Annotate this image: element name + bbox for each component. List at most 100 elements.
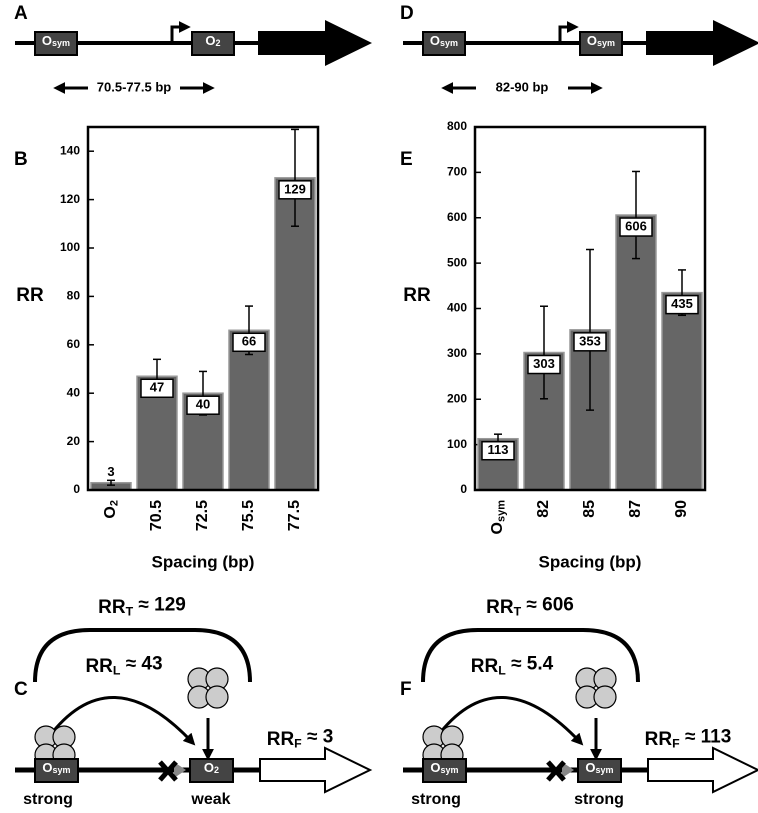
gene-arrow — [646, 20, 758, 66]
rr-label: RRL ≈ 43 — [85, 654, 162, 678]
rr-value: ≈ 43 — [120, 654, 162, 675]
promoter-arrow — [558, 21, 579, 43]
rr-sub: F — [294, 737, 302, 751]
strength-label: strong — [574, 791, 624, 808]
rr-label: RRT ≈ 129 — [98, 595, 186, 619]
rr-sub: F — [672, 737, 680, 751]
spacing-label: 82-90 bp — [496, 79, 549, 94]
x-tick-label: 75.5 — [240, 500, 257, 531]
rr-label: RRF ≈ 113 — [645, 727, 732, 751]
panel-label: C — [14, 679, 28, 700]
value-label: 113 — [488, 442, 509, 457]
rr-label: RRT ≈ 606 — [486, 595, 574, 619]
y-tick-label: 200 — [447, 391, 467, 405]
operator-box — [34, 31, 78, 56]
x-axis-label: Spacing (bp) — [539, 552, 642, 571]
y-tick-label: 40 — [67, 385, 81, 399]
reporter-arrow — [259, 746, 373, 794]
x-tick-label: 82 — [535, 500, 552, 518]
rr-label: RRF ≈ 3 — [267, 727, 334, 751]
promoter — [562, 762, 574, 778]
y-tick-label: 80 — [67, 289, 81, 303]
bar — [274, 177, 316, 491]
bar — [228, 329, 270, 491]
rr-value: ≈ 113 — [680, 727, 732, 748]
value-label-box — [527, 354, 561, 375]
block-mark — [158, 760, 178, 782]
panel-label: D — [400, 3, 414, 24]
x-tick-label: O2 — [102, 500, 120, 519]
rr-base: RR — [486, 597, 514, 618]
panel-label: B — [14, 149, 28, 170]
value-label: 40 — [196, 397, 210, 412]
loop-arrow — [46, 696, 196, 746]
value-label: 66 — [242, 334, 256, 349]
reporter-arrow — [647, 746, 758, 794]
y-tick-label: 120 — [60, 192, 80, 206]
operator-box — [577, 758, 622, 783]
rr-base: RR — [471, 656, 499, 677]
value-label-box — [232, 332, 266, 353]
y-tick-label: 0 — [73, 482, 80, 496]
repressor-subunit — [205, 685, 229, 709]
value-label-box — [665, 294, 699, 315]
plot-frame — [86, 125, 320, 492]
rr-base: RR — [85, 656, 113, 677]
strength-label: strong — [23, 791, 73, 808]
y-tick-label: 700 — [447, 165, 467, 179]
value-label: 353 — [579, 333, 601, 348]
operator-box — [189, 758, 234, 783]
x-tick-label: 90 — [673, 500, 690, 518]
x-tick-label: 72.5 — [194, 500, 211, 531]
y-tick-label: 400 — [447, 301, 467, 315]
rr-base: RR — [645, 729, 673, 750]
spacing-bg — [476, 79, 568, 97]
operator-box — [579, 31, 623, 56]
gene-arrow — [258, 20, 372, 66]
value-label: 303 — [533, 356, 555, 371]
plot-frame — [473, 125, 707, 492]
y-tick-label: 100 — [60, 240, 80, 254]
block-mark — [546, 760, 566, 782]
rr-value: ≈ 129 — [133, 595, 186, 616]
x-tick-label: 85 — [581, 500, 598, 518]
error-bar — [586, 248, 594, 411]
loop-bracket — [421, 628, 640, 683]
y-tick-label: 0 — [460, 482, 467, 496]
error-bar — [632, 170, 640, 260]
rr-value: ≈ 606 — [521, 595, 574, 616]
operator-box — [422, 31, 466, 56]
value-label-box — [186, 395, 220, 415]
operator-box — [422, 758, 467, 783]
value-label: 435 — [671, 296, 693, 311]
x-axis-label: Spacing (bp) — [152, 552, 255, 571]
error-bar — [291, 128, 299, 227]
rr-sub: L — [498, 664, 506, 678]
operator-box — [34, 758, 79, 783]
promoter-arrow — [170, 21, 191, 43]
operator-box — [191, 31, 235, 56]
value-label: 47 — [150, 380, 164, 395]
repressor-subunit — [593, 685, 617, 709]
strength-label: strong — [411, 791, 461, 808]
x-tick-label: 70.5 — [148, 500, 165, 531]
strength-label: weak — [190, 791, 230, 808]
rr-sub: T — [126, 605, 134, 619]
panel-label: E — [400, 149, 413, 170]
y-tick-label: 100 — [447, 437, 467, 451]
value-label-box — [619, 217, 653, 237]
value-label: 3 — [107, 464, 114, 479]
rr-base: RR — [98, 597, 126, 618]
x-tick-label: 77.5 — [286, 500, 303, 531]
error-bar — [540, 305, 548, 400]
panel-label: A — [14, 3, 28, 24]
value-label-box — [140, 378, 174, 399]
value-label: 606 — [625, 218, 647, 233]
loop-bracket — [33, 628, 252, 683]
bar — [615, 214, 657, 491]
rr-sub: L — [113, 664, 121, 678]
rr-value: ≈ 5.4 — [506, 654, 554, 675]
x-tick-label: Osym — [489, 500, 507, 535]
y-axis-label: RR — [16, 285, 44, 306]
y-tick-label: 300 — [447, 346, 467, 360]
